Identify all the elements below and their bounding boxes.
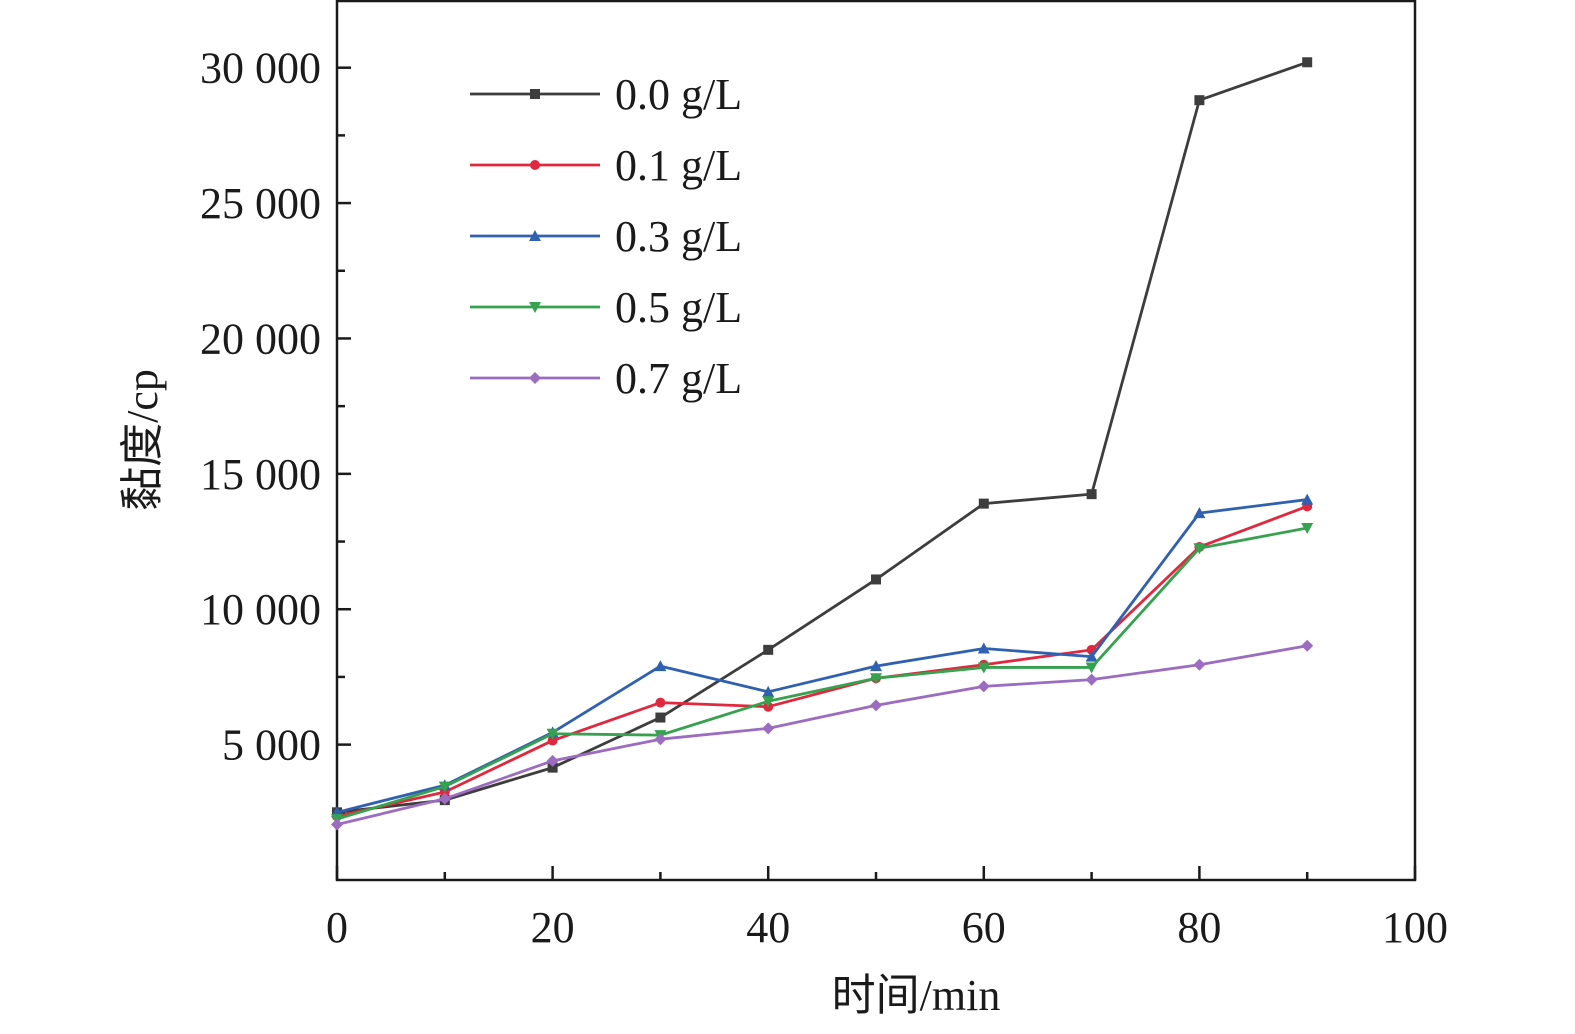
data-point bbox=[547, 762, 558, 773]
legend-marker bbox=[529, 230, 541, 241]
series-line bbox=[336, 644, 1308, 826]
y-tick-label: 5 000 bbox=[222, 721, 321, 770]
data-point bbox=[655, 712, 666, 723]
legend-label: 0.5 g/L bbox=[615, 283, 742, 332]
data-point bbox=[546, 754, 559, 767]
data-point bbox=[547, 735, 558, 746]
series-1 bbox=[332, 501, 1313, 822]
plot-frame bbox=[335, 0, 1417, 882]
data-point bbox=[763, 644, 774, 655]
y-tick-label: 30 000 bbox=[200, 44, 321, 93]
data-point bbox=[1086, 489, 1097, 500]
legend-label: 0.0 g/L bbox=[615, 70, 742, 119]
legend: 0.0 g/L 0.1 g/L 0.3 g/L 0.5 g/L 0.7 g/L bbox=[470, 70, 742, 403]
x-tick-label: 60 bbox=[962, 903, 1006, 952]
x-tick-label: 80 bbox=[1177, 903, 1221, 952]
data-point bbox=[1193, 658, 1206, 671]
data-point bbox=[762, 722, 775, 735]
series-line bbox=[336, 505, 1308, 818]
legend-item: 0.5 g/L bbox=[470, 283, 742, 332]
y-axis-title: 黏度/cp bbox=[118, 369, 167, 511]
series-line bbox=[336, 498, 1308, 814]
legend-marker bbox=[530, 89, 540, 99]
data-point bbox=[871, 574, 881, 585]
legend-item: 0.7 g/L bbox=[470, 354, 742, 403]
y-tick-label: 10 000 bbox=[200, 585, 321, 634]
data-point bbox=[438, 781, 451, 793]
legend-marker bbox=[529, 372, 541, 384]
series-layer bbox=[331, 57, 1314, 831]
data-point bbox=[1301, 493, 1314, 505]
data-point bbox=[1193, 507, 1206, 519]
data-point bbox=[977, 642, 990, 654]
data-point bbox=[1085, 650, 1098, 662]
data-point bbox=[546, 728, 559, 740]
data-point bbox=[870, 699, 882, 712]
y-axis: 5 000 10 000 15 000 20 000 25 000 30 000 bbox=[200, 44, 351, 814]
legend-item: 0.3 g/L bbox=[470, 212, 742, 261]
y-tick-label: 15 000 bbox=[200, 450, 321, 499]
data-point bbox=[977, 680, 990, 693]
legend-item: 0.0 g/L bbox=[470, 70, 742, 119]
data-point bbox=[870, 660, 882, 672]
series-line bbox=[336, 526, 1308, 821]
series-0 bbox=[332, 57, 1313, 818]
data-point bbox=[1301, 639, 1314, 652]
data-point bbox=[654, 660, 667, 672]
data-point bbox=[655, 697, 666, 708]
x-axis-title: 时间/min bbox=[832, 971, 1001, 1020]
data-point bbox=[654, 733, 667, 746]
legend-marker bbox=[530, 160, 540, 170]
x-axis: 0 20 40 60 80 100 bbox=[326, 866, 1448, 952]
data-point bbox=[1302, 57, 1313, 68]
x-tick-label: 40 bbox=[746, 903, 790, 952]
legend-label: 0.7 g/L bbox=[615, 354, 742, 403]
y-tick-label: 20 000 bbox=[200, 314, 321, 363]
data-point bbox=[762, 696, 775, 708]
data-point bbox=[1085, 662, 1098, 674]
data-point bbox=[1194, 95, 1205, 106]
data-point bbox=[977, 662, 990, 674]
series-line bbox=[336, 60, 1308, 814]
series-4 bbox=[331, 639, 1314, 831]
legend-item: 0.1 g/L bbox=[470, 141, 742, 190]
data-point bbox=[1085, 673, 1098, 686]
x-tick-label: 100 bbox=[1382, 903, 1448, 952]
data-point bbox=[1193, 543, 1206, 555]
y-tick-label: 25 000 bbox=[200, 179, 321, 228]
data-point bbox=[438, 792, 451, 805]
data-point bbox=[870, 673, 882, 685]
data-point bbox=[978, 498, 989, 509]
data-point bbox=[1301, 523, 1314, 534]
data-point bbox=[331, 818, 343, 831]
x-tick-label: 0 bbox=[326, 903, 348, 952]
legend-label: 0.1 g/L bbox=[615, 141, 742, 190]
x-tick-label: 20 bbox=[531, 903, 575, 952]
legend-label: 0.3 g/L bbox=[615, 212, 742, 261]
data-point bbox=[762, 685, 775, 697]
legend-marker bbox=[529, 302, 541, 313]
series-3 bbox=[331, 523, 1314, 826]
